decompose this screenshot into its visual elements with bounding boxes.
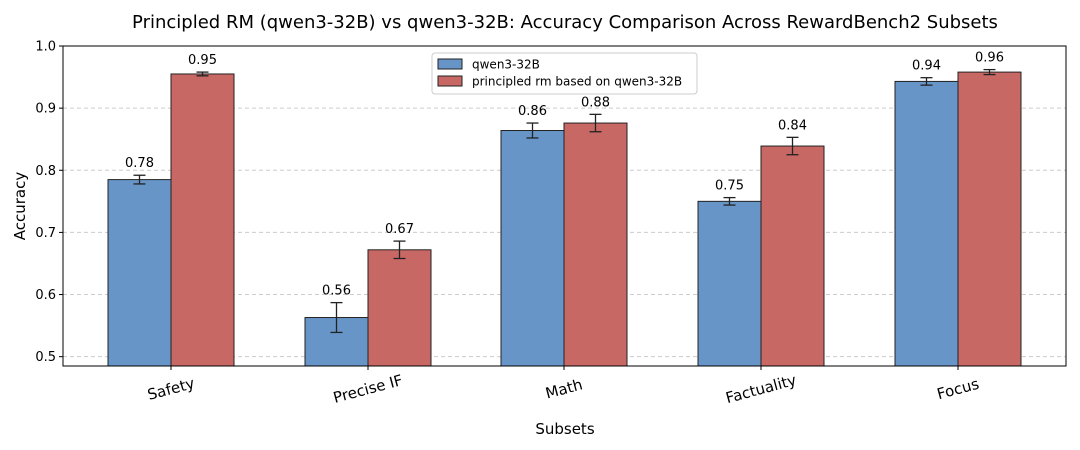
x-tick-label: Math [544,375,585,402]
legend-box [431,52,698,95]
y-tick-label: 0.6 [35,288,56,303]
bar-1-2 [563,122,628,367]
bar-value-label: 0.75 [715,179,744,194]
bar-1-0 [170,73,235,367]
x-axis-label: Subsets [535,420,594,438]
bar-1-3 [760,145,825,367]
bar-value-label: 0.84 [778,118,807,133]
bar-0-3 [697,200,762,367]
bar-value-label: 0.94 [912,59,941,74]
bar-value-label: 0.88 [581,95,610,110]
bar-value-label: 0.56 [322,284,351,299]
bar-0-0 [107,179,172,367]
y-tick-label: 0.7 [35,226,56,241]
y-tick-label: 1.0 [35,40,56,55]
bars [107,71,1022,367]
bar-value-label: 0.67 [385,222,414,237]
x-tick-label: Focus [935,375,981,404]
x-axis: Safety Precise IF Math Factuality Focus [145,366,981,407]
bar-value-labels: 0.78 0.95 0.56 0.67 0.86 0.88 0.75 0.84 0.94 0.96 [125,51,1004,299]
bar-0-4 [894,80,959,367]
legend-label: principled rm based on qwen3-32B [472,75,682,89]
y-tick-label: 0.5 [35,350,56,365]
y-tick-label: 0.8 [35,164,56,179]
y-axis-label: Accuracy [11,172,29,241]
legend-swatch [437,58,463,70]
bar-value-label: 0.78 [125,156,154,171]
legend: qwen3-32B principled rm based on qwen3-32… [431,52,698,95]
x-tick-label: Factuality [724,371,799,407]
bar-1-1 [367,249,432,367]
bar-value-label: 0.95 [188,53,217,68]
y-axis: 0.5 0.6 0.7 0.8 0.9 1.0 [35,40,63,365]
legend-label: qwen3-32B [472,58,540,72]
chart-title: Principled RM (qwen3-32B) vs qwen3-32B: … [132,12,998,33]
y-tick-label: 0.9 [35,102,56,117]
bar-1-4 [957,71,1022,367]
x-tick-label: Safety [145,374,196,404]
error-bars [133,68,996,334]
legend-swatch [437,75,463,87]
bar-0-2 [500,130,565,367]
x-tick-label: Precise IF [331,371,404,407]
bar-value-label: 0.86 [518,104,547,119]
bar-value-label: 0.96 [975,51,1004,66]
